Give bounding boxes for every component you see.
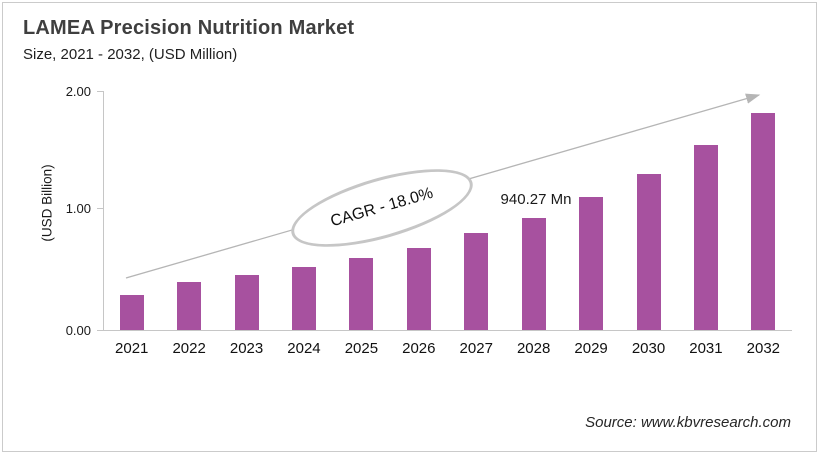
bar-2023 (234, 275, 259, 330)
x-tick-label-2025: 2025 (344, 340, 379, 357)
x-tick-label-2023: 2023 (229, 340, 264, 357)
x-tick-label-2022: 2022 (172, 340, 206, 357)
bar-slot-2027 (448, 91, 505, 330)
bar-2030 (636, 173, 661, 330)
x-axis-line (103, 330, 792, 331)
bar-slot-2023 (218, 91, 275, 330)
y-tick-mark (97, 330, 103, 331)
chart-title: LAMEA Precision Nutrition Market (23, 17, 355, 39)
y-tick-mark (97, 91, 103, 92)
bar-slot-2022 (160, 91, 217, 330)
bar-2024 (291, 266, 316, 330)
bar-2032 (751, 112, 776, 330)
source-text: Source: www.kbvresearch.com (585, 414, 791, 431)
bar-slot-2029 (562, 91, 619, 330)
bar-2021 (119, 295, 144, 330)
y-tick-label-0: 0.00 (65, 323, 91, 338)
x-tick-label-2028: 2028 (516, 340, 551, 357)
bar-2031 (693, 144, 718, 330)
x-tick-label-2021: 2021 (115, 340, 149, 357)
x-tick-label-2027: 2027 (459, 340, 493, 357)
bar-2026 (406, 247, 431, 330)
bar-slot-2028 (505, 91, 562, 330)
y-axis-line (103, 91, 104, 330)
bar-2028 (521, 217, 546, 330)
x-tick-label-2032: 2032 (746, 340, 781, 357)
bar-slot-2021 (103, 91, 160, 330)
bar-2025 (349, 258, 374, 330)
y-tick-label-1: 1.00 (65, 201, 91, 216)
x-tick-label-2029: 2029 (574, 340, 608, 357)
x-tick-label-2026: 2026 (402, 340, 436, 357)
bar-2029 (579, 197, 604, 330)
y-tick-mark (97, 208, 103, 209)
bar-slot-2032 (735, 91, 792, 330)
bar-slot-2030 (620, 91, 677, 330)
cagr-annotation-text: CAGR - 18.0% (328, 184, 436, 231)
bar-2022 (177, 282, 202, 330)
y-tick-label-2: 2.00 (65, 84, 91, 99)
bar-slot-2031 (677, 91, 734, 330)
x-tick-label-2030: 2030 (631, 340, 666, 357)
chart-subtitle: Size, 2021 - 2032, (USD Million) (23, 46, 238, 63)
x-axis-labels: 2021 2022 2023 2024 2025 2026 2027 2028 2029 2030… (103, 340, 792, 357)
x-tick-label-2031: 2031 (689, 340, 723, 357)
data-point-label-2028: 940.27 Mn (500, 191, 572, 208)
x-tick-label-2024: 2024 (287, 340, 321, 357)
bar-2027 (464, 233, 489, 330)
